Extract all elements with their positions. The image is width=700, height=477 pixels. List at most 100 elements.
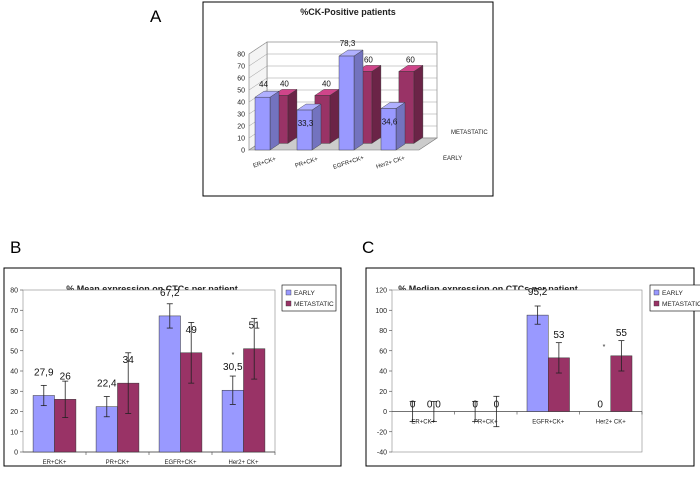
chart-b-metastatic-data-label: 51 (249, 321, 261, 332)
chart-c-early-data-label: 0 (472, 400, 478, 411)
chart-a-early-bar-side (311, 103, 322, 151)
chart-c-ytick-label: 40 (379, 369, 387, 376)
chart-c-annotation: * (603, 344, 606, 351)
chart-a-ytick-label: 30 (237, 112, 245, 119)
chart-c-ytick-label: 0 (383, 409, 387, 416)
chart-a-early-data-label: 33,3 (298, 119, 314, 128)
chart-b-ytick-label: 30 (10, 389, 18, 396)
chart-b-ytick-label: 60 (10, 328, 18, 335)
chart-b-metastatic-data-label: 49 (186, 325, 198, 336)
chart-c-metastatic-data-label: 0 (494, 400, 500, 411)
chart-b-ytick-label: 10 (10, 429, 18, 436)
chart-c-metastatic-data-label: 53 (553, 330, 565, 341)
chart-c-category-label: EGFR+CK+ (532, 420, 565, 426)
chart-b-early-data-label: 30,5 (223, 362, 243, 373)
chart-b-legend-label: METASTATIC (294, 301, 334, 308)
chart-c-ytick-label: 60 (379, 348, 387, 355)
chart-a: %CK-Positive patients 0 10 20 30 40 50 60 70 80 4… (202, 1, 494, 197)
chart-b-category-label: PR+CK+ (106, 460, 130, 466)
chart-b-category-label: Her2+ CK+ (228, 460, 259, 466)
chart-a-early-bar (338, 55, 355, 151)
chart-b-early-bar (158, 315, 181, 453)
chart-c-legend-swatch (653, 300, 660, 307)
chart-a-early-bar-side (269, 90, 280, 151)
chart-a-metastatic-bar-side (413, 65, 424, 144)
chart-b-legend-label: EARLY (294, 290, 315, 297)
chart-b-legend-swatch (285, 300, 292, 307)
chart-c-early-data-label: 0 (597, 400, 603, 411)
chart-b-early-data-label: 27,9 (34, 368, 54, 379)
chart-c-metastatic-data-label: 55 (616, 328, 628, 339)
chart-a-early-bar-side (395, 102, 406, 151)
chart-a-ytick-label: 0 (241, 148, 245, 155)
chart-b-metastatic-data-label: 34 (123, 355, 135, 366)
chart-b-early-data-label: 67,2 (160, 288, 180, 299)
chart-b-category-label: ER+CK+ (43, 460, 67, 466)
chart-b-legend: EARLY METASTATIC (281, 284, 337, 312)
chart-c-legend: EARLY METASTATIC (649, 284, 700, 312)
chart-a-early-bar (380, 108, 397, 151)
chart-a-metastatic-data-label: 60 (406, 55, 415, 64)
chart-a-gridline (248, 41, 268, 55)
chart-b-ytick-label: 0 (14, 450, 18, 457)
chart-b-category-label: EGFR+CK+ (164, 460, 197, 466)
panel-label-a: A (150, 7, 162, 26)
panel-label-b: B (10, 238, 21, 257)
chart-a-gridline (248, 65, 268, 79)
chart-b-ytick-label: 40 (10, 369, 18, 376)
chart-c-legend-label: METASTATIC (662, 301, 700, 308)
chart-c-title: % Median expression on CTCs per patient (398, 284, 578, 294)
chart-c-ytick-label: -20 (377, 429, 387, 436)
chart-c-early-data-label: 95,2 (528, 287, 548, 298)
chart-c-ytick-label: 80 (379, 328, 387, 335)
chart-a-ytick-label: 10 (237, 136, 245, 143)
chart-c-ytick-label: 100 (375, 308, 387, 315)
chart-b: % Mean expression on CTCs per patient 0 1… (3, 267, 342, 467)
chart-c-plot-area (391, 289, 643, 453)
chart-a-gridline (248, 77, 268, 91)
chart-a-ytick-label: 70 (237, 64, 245, 71)
chart-a-ytick-label: 80 (237, 52, 245, 59)
chart-c-metastatic-data-label: 0,0 (427, 400, 441, 411)
chart-c-early-data-label: 0 (410, 400, 416, 411)
chart-a-gridline (248, 53, 268, 67)
chart-a-ytick-label: 40 (237, 100, 245, 107)
chart-a-metastatic-data-label: 60 (364, 55, 373, 64)
chart-a-ytick-label: 60 (237, 76, 245, 83)
chart-a-metastatic-data-label: 40 (322, 79, 331, 88)
chart-b-ytick-label: 50 (10, 348, 18, 355)
chart-a-early-bar-side (353, 49, 364, 151)
chart-c-legend-box (649, 284, 700, 312)
chart-c-ytick-label: -40 (377, 450, 387, 457)
chart-a-title: %CK-Positive patients (300, 7, 396, 17)
chart-c-ytick-label: 120 (375, 288, 387, 295)
chart-a-metastatic-bar-side (329, 89, 340, 144)
chart-b-legend-swatch (285, 289, 292, 296)
chart-a-metastatic-data-label: 40 (280, 79, 289, 88)
chart-a-early-data-label: 34,6 (382, 117, 398, 126)
chart-b-ytick-label: 70 (10, 308, 18, 315)
chart-b-ytick-label: 20 (10, 409, 18, 416)
chart-c-ytick-label: 20 (379, 389, 387, 396)
chart-a-early-bar (254, 96, 271, 151)
chart-c-early-bar (526, 314, 549, 412)
chart-c: % Median expression on CTCs per patient … (365, 267, 700, 467)
chart-a-ytick-label: 20 (237, 124, 245, 131)
chart-b-title: % Mean expression on CTCs per patient (66, 284, 238, 294)
chart-c-legend-swatch (653, 289, 660, 296)
chart-b-annotation: * (232, 352, 235, 359)
chart-b-early-data-label: 22,4 (97, 379, 117, 390)
chart-c-category-label: Her2+ CK+ (596, 420, 627, 426)
chart-a-early-data-label: 44 (259, 80, 268, 89)
chart-a-depth-label: EARLY (443, 156, 462, 162)
chart-a-early-data-label: 78,3 (340, 39, 356, 48)
chart-c-legend-label: EARLY (662, 290, 683, 297)
chart-a-metastatic-bar-side (287, 89, 298, 144)
chart-b-legend-box (281, 284, 337, 312)
chart-a-ytick-label: 50 (237, 88, 245, 95)
chart-a-early-bar (296, 109, 313, 151)
chart-a-metastatic-bar-side (371, 65, 382, 144)
chart-b-metastatic-data-label: 26 (60, 371, 72, 382)
chart-c-category-label: ER+CK+ (411, 420, 435, 426)
